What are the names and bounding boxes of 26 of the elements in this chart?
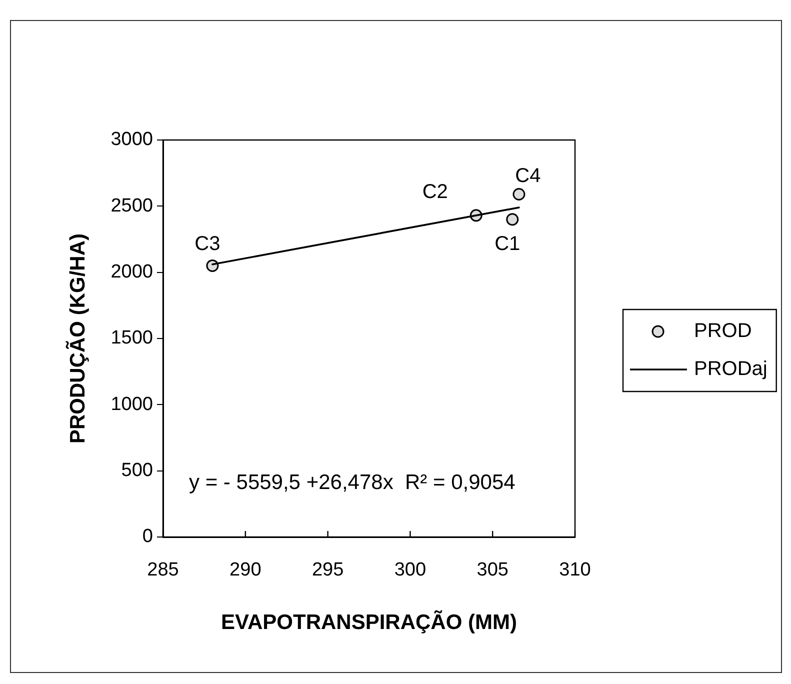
y-tick-label: 1000 (110, 394, 153, 415)
x-tick-label: 310 (559, 560, 591, 581)
point (512, 188, 526, 201)
y-tick-label: 0 (142, 526, 153, 548)
annotation: C1 (494, 232, 520, 255)
y-tick-label: 2500 (110, 195, 153, 216)
y-tick-label: 500 (121, 460, 153, 482)
point (470, 209, 482, 222)
y-tick-label: 3000 (110, 129, 153, 150)
x-tick-label: 285 (147, 560, 179, 581)
x-tick-label: 295 (312, 560, 344, 581)
annotation: C2 (422, 180, 448, 203)
legend-label: PRODaj (694, 358, 768, 380)
y-tick-label: 1500 (110, 328, 153, 349)
x-tick-label: 305 (476, 560, 508, 581)
y-axis-title: PRODUÇÃO (KG/HA) (65, 234, 90, 444)
annotation: C4 (515, 164, 541, 187)
x-axis-title: EVAPOTRANSPIRAÇÃO (MM) (221, 610, 517, 634)
annotation: C3 (194, 233, 220, 256)
x-tick-label: 290 (230, 560, 262, 581)
annotation: y = - 5559,5 +26,478x R² = 0,9054 (189, 470, 516, 494)
y-tick-label: 2000 (110, 262, 153, 283)
legend-label: PROD (694, 320, 752, 342)
point (206, 259, 219, 272)
point (506, 213, 519, 226)
x-tick-label: 300 (394, 560, 426, 581)
